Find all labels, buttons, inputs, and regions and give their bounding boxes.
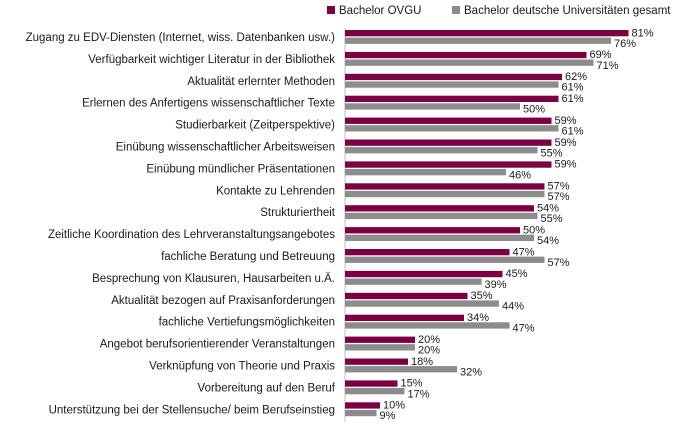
value-label-ovgu-fachliche-beratung-und-betreuung: 47% — [513, 246, 535, 258]
value-label-ovgu-fachliche-vertiefungsmoglichkeiten: 34% — [467, 312, 489, 324]
bar-ovgu-zugang-zu-edv-diensten-internet-wiss-dat — [345, 30, 629, 37]
bar-ovgu-aktualitat-bezogen-auf-praxisanforderung — [345, 292, 468, 300]
bar-gesamt-unterstutzung-bei-der-stellensuche-beim- — [345, 409, 377, 417]
bar-gesamt-verknupfung-von-theorie-und-praxis — [345, 366, 457, 373]
category-label-erlernen-des-anfertigens-wissenschaftlic: Erlernen des Anfertigens wissenschaftlic… — [82, 98, 335, 110]
value-label-gesamt-verfugbarkeit-wichtiger-literatur-in-der: 71% — [597, 60, 619, 72]
bar-gesamt-fachliche-beratung-und-betreuung — [345, 256, 545, 263]
bar-gesamt-angebot-berufsorientierender-veranstaltu — [345, 344, 415, 351]
category-label-angebot-berufsorientierender-veranstaltu: Angebot berufsorientierender Veranstaltu… — [100, 339, 335, 351]
bar-ovgu-strukturiertheit — [345, 205, 534, 212]
legend-label-ovgu: Bachelor OVGU — [339, 5, 421, 17]
category-label-besprechung-von-klausuren-hausarbeiten-u: Besprechung von Klausuren, Hausarbeiten … — [92, 273, 335, 285]
value-label-ovgu-angebot-berufsorientierender-veranstaltu: 20% — [418, 334, 440, 346]
value-label-ovgu-vorbereitung-auf-den-beruf: 15% — [401, 378, 423, 390]
value-label-ovgu-aktualitat-bezogen-auf-praxisanforderung: 35% — [471, 290, 493, 302]
bar-ovgu-verfugbarkeit-wichtiger-literatur-in-der — [345, 51, 587, 59]
value-label-gesamt-kontakte-zu-lehrenden: 57% — [548, 191, 570, 203]
value-label-ovgu-aktualitat-erlernter-methoden: 62% — [565, 71, 587, 83]
bar-ovgu-unterstutzung-bei-der-stellensuche-beim- — [345, 402, 380, 409]
value-label-ovgu-zeitliche-koordination-des-lehrveranstal: 50% — [523, 224, 545, 236]
value-label-gesamt-verknupfung-von-theorie-und-praxis: 32% — [460, 366, 482, 378]
value-label-gesamt-studierbarkeit-zeitperspektive: 61% — [562, 126, 584, 138]
category-label-aktualitat-erlernter-methoden: Aktualität erlernter Methoden — [187, 76, 335, 88]
bars — [345, 30, 629, 417]
value-labels: 81%76%69%71%62%61%61%50%59%61%59%55%59%4… — [380, 27, 654, 422]
value-label-ovgu-erlernen-des-anfertigens-wissenschaftlic: 61% — [562, 93, 584, 105]
value-label-gesamt-aktualitat-erlernter-methoden: 61% — [562, 82, 584, 94]
value-label-ovgu-strukturiertheit: 54% — [537, 203, 559, 215]
bar-ovgu-aktualitat-erlernter-methoden — [345, 73, 562, 81]
value-label-gesamt-zugang-zu-edv-diensten-internet-wiss-dat: 76% — [614, 38, 636, 50]
category-label-einubung-wissenschaftlicher-arbeitsweise: Einübung wissenschaftlicher Arbeitsweise… — [116, 141, 335, 153]
bar-ovgu-besprechung-von-klausuren-hausarbeiten-u — [345, 270, 503, 278]
value-label-ovgu-einubung-mundlicher-prasentationen: 59% — [555, 159, 577, 171]
legend-swatch-gesamt — [452, 6, 460, 14]
bar-gesamt-vorbereitung-auf-den-beruf — [345, 388, 405, 395]
bar-gesamt-verfugbarkeit-wichtiger-literatur-in-der — [345, 59, 594, 66]
value-label-gesamt-einubung-mundlicher-prasentationen: 46% — [509, 169, 531, 181]
bar-gesamt-aktualitat-bezogen-auf-praxisanforderung — [345, 300, 499, 307]
category-label-verknupfung-von-theorie-und-praxis: Verknüpfung von Theorie und Praxis — [149, 360, 335, 372]
value-label-ovgu-verfugbarkeit-wichtiger-literatur-in-der: 69% — [590, 49, 612, 61]
category-label-einubung-mundlicher-prasentationen: Einübung mündlicher Präsentationen — [146, 163, 335, 175]
category-label-zeitliche-koordination-des-lehrveranstal: Zeitliche Koordination des Lehrveranstal… — [48, 229, 335, 241]
bar-ovgu-vorbereitung-auf-den-beruf — [345, 380, 398, 387]
value-label-gesamt-fachliche-vertiefungsmoglichkeiten: 47% — [513, 323, 535, 335]
bar-gesamt-erlernen-des-anfertigens-wissenschaftlic — [345, 103, 520, 110]
bar-ovgu-verknupfung-von-theorie-und-praxis — [345, 358, 408, 365]
value-label-ovgu-zugang-zu-edv-diensten-internet-wiss-dat: 81% — [632, 27, 654, 39]
value-label-ovgu-verknupfung-von-theorie-und-praxis: 18% — [411, 356, 433, 368]
bar-ovgu-zeitliche-koordination-des-lehrveranstal — [345, 227, 520, 234]
value-label-gesamt-erlernen-des-anfertigens-wissenschaftlic: 50% — [523, 104, 545, 116]
category-label-studierbarkeit-zeitperspektive: Studierbarkeit (Zeitperspektive) — [175, 120, 335, 132]
value-label-ovgu-kontakte-zu-lehrenden: 57% — [548, 181, 570, 193]
bar-gesamt-strukturiertheit — [345, 212, 538, 220]
legend-swatch-ovgu — [327, 6, 335, 14]
bar-ovgu-angebot-berufsorientierender-veranstaltu — [345, 336, 415, 343]
value-label-gesamt-zeitliche-koordination-des-lehrveranstal: 54% — [537, 235, 559, 247]
bar-ovgu-studierbarkeit-zeitperspektive — [345, 117, 552, 124]
value-label-gesamt-unterstutzung-bei-der-stellensuche-beim-: 9% — [380, 410, 396, 422]
bar-gesamt-kontakte-zu-lehrenden — [345, 190, 545, 198]
value-label-gesamt-angebot-berufsorientierender-veranstaltu: 20% — [418, 345, 440, 357]
value-label-ovgu-besprechung-von-klausuren-hausarbeiten-u: 45% — [506, 268, 528, 280]
bar-ovgu-einubung-mundlicher-prasentationen — [345, 161, 552, 168]
bar-ovgu-einubung-wissenschaftlicher-arbeitsweise — [345, 139, 552, 146]
category-label-strukturiertheit: Strukturiertheit — [260, 207, 336, 219]
category-label-kontakte-zu-lehrenden: Kontakte zu Lehrenden — [216, 185, 335, 197]
bar-gesamt-fachliche-vertiefungsmoglichkeiten — [345, 322, 510, 329]
value-label-ovgu-studierbarkeit-zeitperspektive: 59% — [555, 115, 577, 127]
category-label-vorbereitung-auf-den-beruf: Vorbereitung auf den Beruf — [198, 382, 336, 394]
category-label-zugang-zu-edv-diensten-internet-wiss-dat: Zugang zu EDV-Diensten (Internet, wiss. … — [26, 32, 336, 44]
value-label-ovgu-unterstutzung-bei-der-stellensuche-beim-: 10% — [383, 400, 405, 412]
category-label-fachliche-beratung-und-betreuung: fachliche Beratung und Betreuung — [161, 251, 335, 263]
legend-label-gesamt: Bachelor deutsche Universitäten gesamt — [464, 5, 671, 17]
bar-ovgu-fachliche-vertiefungsmoglichkeiten — [345, 314, 464, 321]
bar-ovgu-erlernen-des-anfertigens-wissenschaftlic — [345, 95, 559, 102]
value-label-gesamt-vorbereitung-auf-den-beruf: 17% — [408, 388, 430, 400]
bar-ovgu-fachliche-beratung-und-betreuung — [345, 249, 510, 256]
category-labels: Zugang zu EDV-Diensten (Internet, wiss. … — [26, 32, 336, 416]
value-label-ovgu-einubung-wissenschaftlicher-arbeitsweise: 59% — [555, 137, 577, 149]
value-label-gesamt-aktualitat-bezogen-auf-praxisanforderung: 44% — [502, 301, 524, 313]
legend: Bachelor OVGU Bachelor deutsche Universi… — [327, 5, 671, 17]
bar-gesamt-einubung-mundlicher-prasentationen — [345, 169, 506, 176]
value-label-gesamt-strukturiertheit: 55% — [541, 213, 563, 225]
category-label-fachliche-vertiefungsmoglichkeiten: fachliche Vertiefungsmöglichkeiten — [159, 317, 335, 329]
bar-gesamt-zeitliche-koordination-des-lehrveranstal — [345, 234, 534, 241]
category-label-verfugbarkeit-wichtiger-literatur-in-der: Verfügbarkeit wichtiger Literatur in der… — [88, 54, 335, 66]
bar-ovgu-kontakte-zu-lehrenden — [345, 183, 545, 190]
value-label-gesamt-besprechung-von-klausuren-hausarbeiten-u: 39% — [485, 279, 507, 291]
bar-gesamt-besprechung-von-klausuren-hausarbeiten-u — [345, 278, 482, 285]
category-label-aktualitat-bezogen-auf-praxisanforderung: Aktualität bezogen auf Praxisanforderung… — [111, 295, 335, 307]
value-label-gesamt-fachliche-beratung-und-betreuung: 57% — [548, 257, 570, 269]
bar-gesamt-aktualitat-erlernter-methoden — [345, 81, 559, 88]
bar-gesamt-studierbarkeit-zeitperspektive — [345, 125, 559, 132]
bar-gesamt-einubung-wissenschaftlicher-arbeitsweise — [345, 147, 538, 154]
value-label-gesamt-einubung-wissenschaftlicher-arbeitsweise: 55% — [541, 147, 563, 159]
category-label-unterstutzung-bei-der-stellensuche-beim-: Unterstützung bei der Stellensuche/ beim… — [49, 404, 335, 416]
bar-gesamt-zugang-zu-edv-diensten-internet-wiss-dat — [345, 37, 611, 44]
